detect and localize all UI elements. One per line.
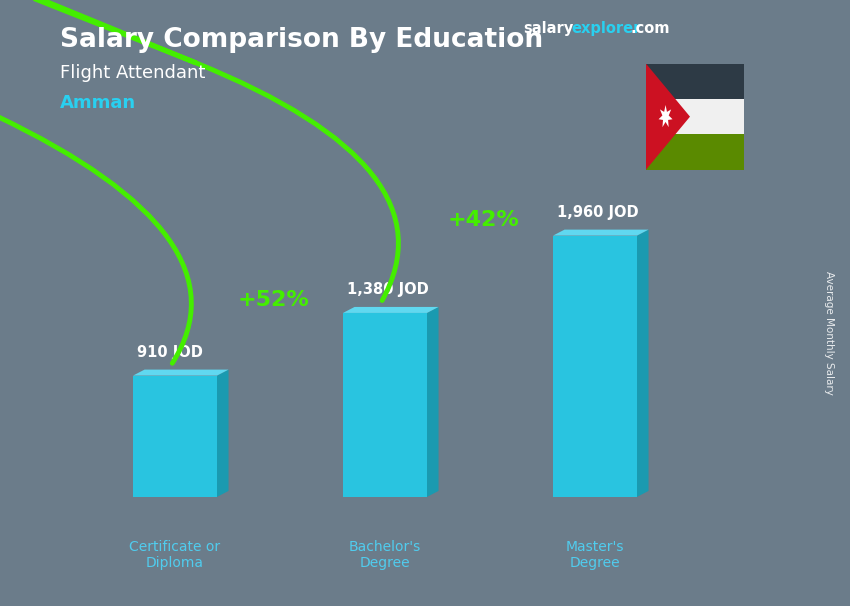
Text: +42%: +42% (448, 210, 519, 230)
Polygon shape (427, 307, 439, 497)
Text: explorer: explorer (571, 21, 641, 36)
Polygon shape (217, 370, 229, 497)
Polygon shape (659, 105, 672, 127)
Text: 1,960 JOD: 1,960 JOD (558, 205, 639, 219)
Polygon shape (637, 230, 649, 497)
Text: 910 JOD: 910 JOD (137, 345, 203, 359)
Polygon shape (646, 64, 690, 170)
Polygon shape (343, 307, 439, 313)
Bar (646, 135, 744, 170)
Bar (133, 376, 217, 497)
Text: Bachelor's
Degree: Bachelor's Degree (348, 539, 421, 570)
Bar (553, 236, 637, 497)
Text: Flight Attendant: Flight Attendant (60, 64, 205, 82)
Text: Certificate or
Diploma: Certificate or Diploma (129, 539, 220, 570)
Polygon shape (553, 230, 649, 236)
Text: 1,380 JOD: 1,380 JOD (347, 282, 429, 297)
Text: .com: .com (631, 21, 670, 36)
Bar (343, 313, 427, 497)
Bar (646, 64, 744, 99)
Text: +52%: +52% (238, 290, 309, 310)
Text: Salary Comparison By Education: Salary Comparison By Education (60, 27, 542, 53)
Text: Amman: Amman (60, 94, 136, 112)
Text: Average Monthly Salary: Average Monthly Salary (824, 271, 834, 395)
Text: salary: salary (523, 21, 573, 36)
Text: Master's
Degree: Master's Degree (566, 539, 624, 570)
Polygon shape (133, 370, 229, 376)
Bar (646, 99, 744, 135)
